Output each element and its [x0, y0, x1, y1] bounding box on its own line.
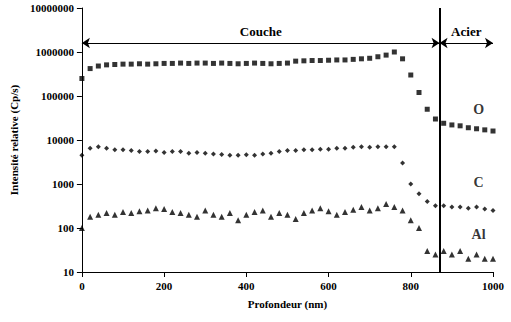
svg-text:Couche: Couche: [240, 24, 282, 39]
svg-text:1000000: 1000000: [35, 46, 74, 58]
svg-text:C: C: [474, 175, 484, 190]
svg-text:400: 400: [238, 280, 255, 292]
svg-text:100: 100: [57, 222, 74, 234]
svg-text:10000000: 10000000: [30, 2, 75, 14]
svg-text:Al: Al: [472, 227, 486, 242]
svg-text:Acier: Acier: [451, 24, 482, 39]
svg-text:O: O: [473, 102, 484, 117]
svg-text:200: 200: [156, 280, 173, 292]
svg-text:1000: 1000: [482, 280, 505, 292]
svg-text:10000: 10000: [46, 134, 74, 146]
svg-text:0: 0: [79, 280, 85, 292]
svg-text:Intensité relative (Cp/s): Intensité relative (Cp/s): [8, 84, 21, 195]
svg-text:Profondeur (nm): Profondeur (nm): [248, 298, 328, 311]
svg-text:10: 10: [63, 266, 75, 278]
svg-text:100000: 100000: [41, 90, 75, 102]
svg-text:800: 800: [403, 280, 420, 292]
svg-text:1000: 1000: [52, 178, 75, 190]
svg-text:600: 600: [320, 280, 337, 292]
